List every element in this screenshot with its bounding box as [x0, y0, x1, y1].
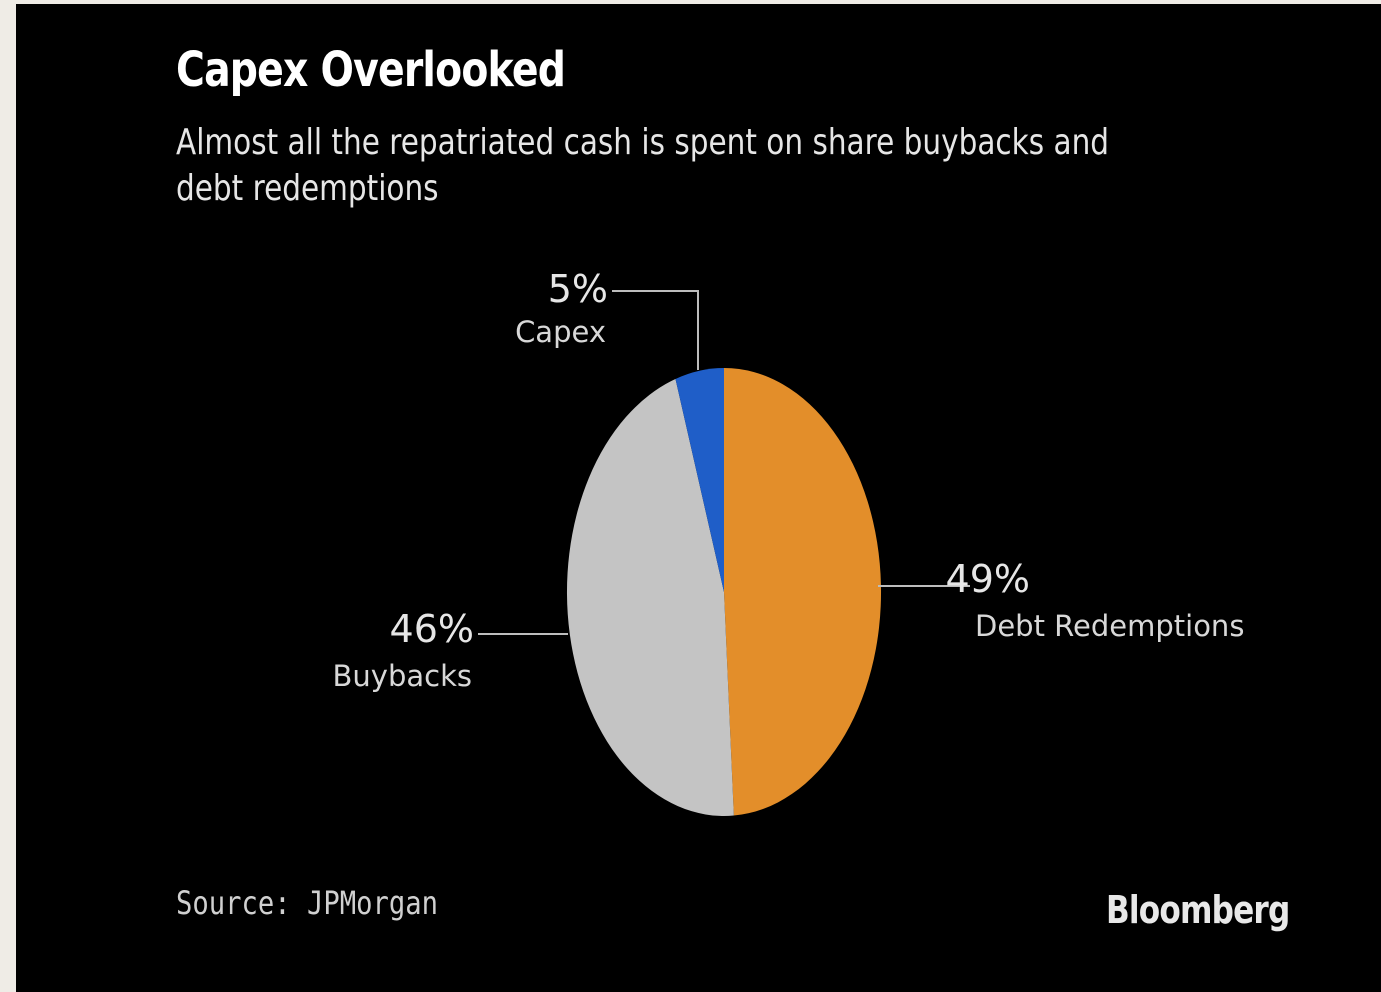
slice-value-label-capex: 5% — [548, 267, 608, 311]
chart-panel: Capex Overlooked Almost all the repatria… — [16, 4, 1381, 992]
bloomberg-logo: Bloomberg — [1106, 888, 1290, 932]
pie-slice-buybacks — [566, 378, 734, 817]
slice-value-label-buybacks: 46% — [390, 607, 474, 651]
slice-name-label-debt-redemptions: Debt Redemptions — [975, 609, 1244, 643]
chart-title: Capex Overlooked — [176, 42, 566, 98]
pie-slice-debt-redemptions — [724, 368, 882, 816]
pie-slices — [566, 368, 882, 817]
chart-subtitle: Almost all the repatriated cash is spent… — [176, 122, 1110, 209]
pie-slice-capex — [675, 368, 724, 592]
slice-name-label-capex: Capex — [515, 315, 606, 349]
slice-labels: 49% Debt Redemptions 46% Buybacks 5% Capex — [333, 267, 1245, 693]
leader-line-capex — [612, 290, 699, 370]
source-note: Source: JPMorgan — [176, 884, 439, 922]
slice-value-label-debt-redemptions: 49% — [946, 557, 1030, 601]
slice-name-label-buybacks: Buybacks — [333, 659, 472, 693]
leader-lines — [478, 290, 970, 635]
